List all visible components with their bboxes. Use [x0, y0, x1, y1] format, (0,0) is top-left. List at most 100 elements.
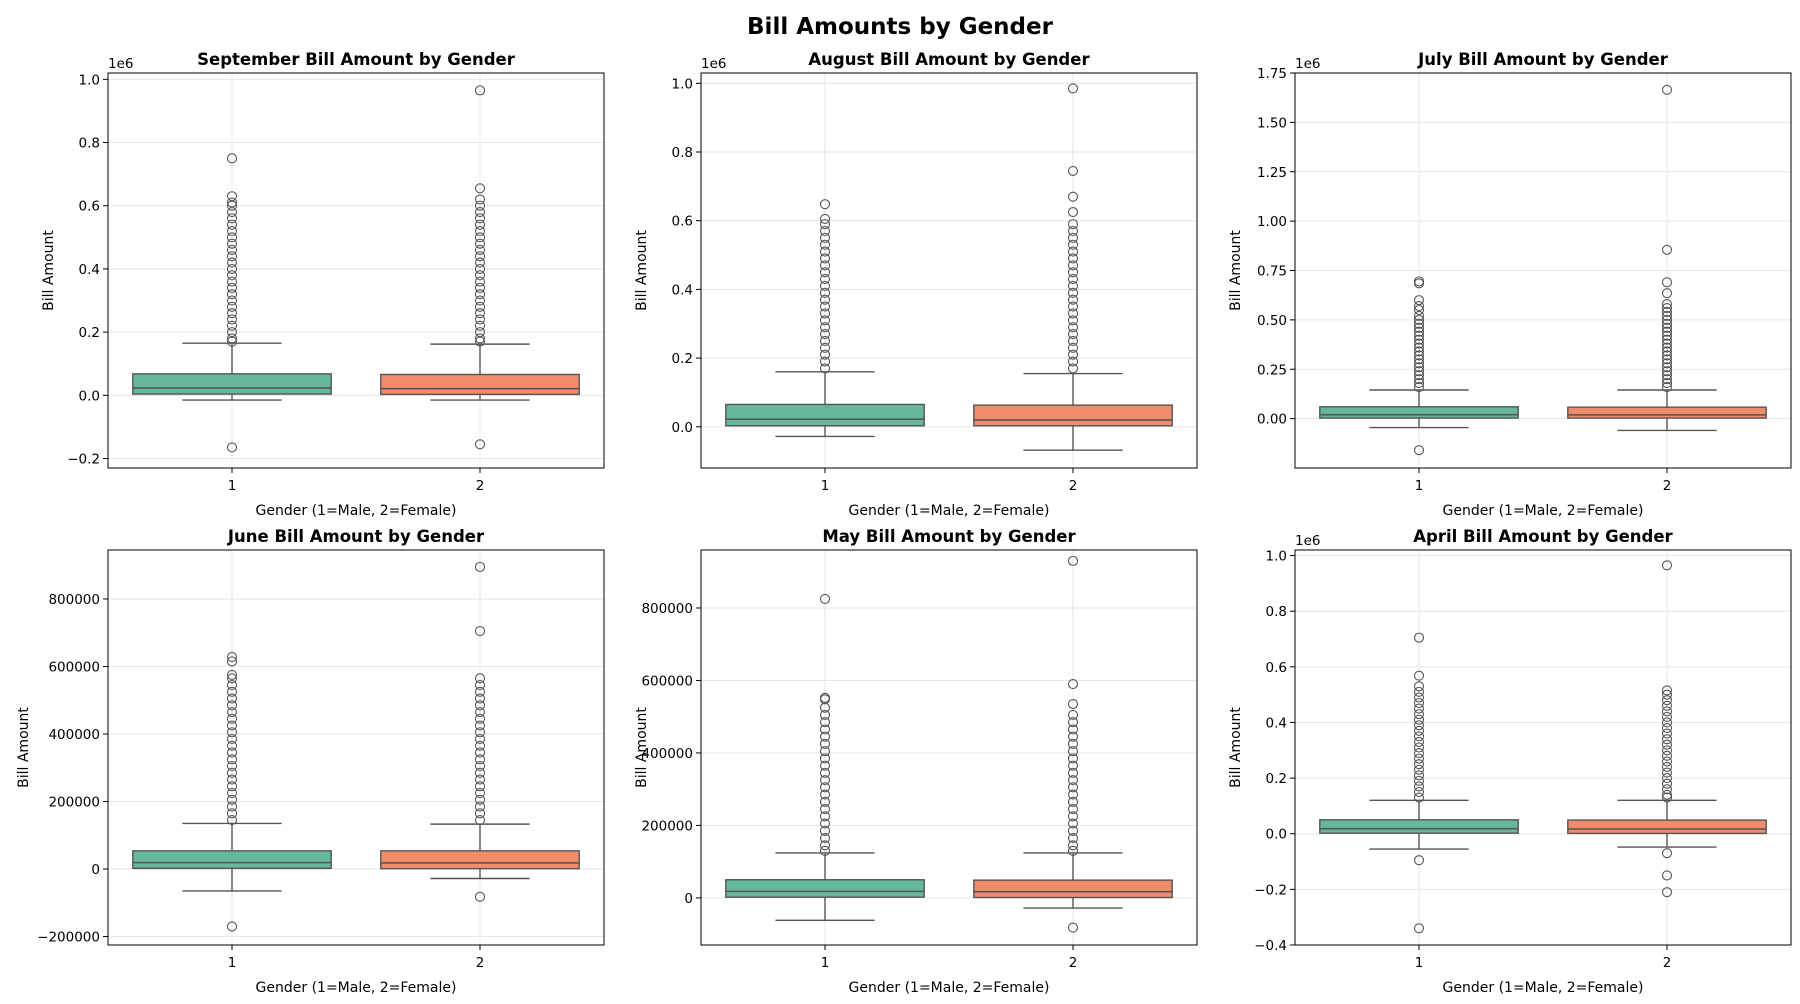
outlier-point [1413, 354, 1425, 365]
offset-text: 1e6 [1295, 56, 1320, 72]
y-tick-label: 0.6 [79, 199, 100, 215]
outlier-point [474, 801, 486, 812]
outlier-point [226, 788, 238, 799]
y-axis-label: Bill Amount [634, 230, 650, 311]
outlier-point [819, 724, 831, 735]
y-tick-label: 0.8 [79, 136, 100, 152]
outlier-point [1661, 334, 1673, 345]
y-tick-label: 0.2 [672, 351, 693, 367]
y-tick-label: 0.6 [672, 214, 693, 230]
outlier-point [1067, 349, 1079, 360]
outlier-point [1661, 700, 1673, 711]
outlier-point [1661, 84, 1673, 95]
outlier-point [1661, 299, 1673, 310]
outlier-point [226, 700, 238, 711]
box-group-1 [132, 651, 332, 932]
outlier-point [819, 363, 831, 374]
outlier-point [1067, 789, 1079, 800]
outlier-point [1067, 811, 1079, 822]
outlier-point [1413, 295, 1425, 306]
outlier-point [1413, 703, 1425, 714]
outlier-point [226, 747, 238, 758]
outlier-point [474, 679, 486, 691]
outlier-point [474, 439, 486, 450]
outlier-point [1067, 322, 1079, 333]
axes-frame [700, 72, 1198, 469]
outlier-point [1661, 739, 1673, 750]
outlier-point [1413, 792, 1425, 803]
outlier-point [1661, 756, 1673, 767]
y-tick-label: 0.8 [1266, 604, 1287, 620]
subplot-5: 0 200000 400000 600000 800000 1 2 May Bill Amou… [634, 527, 1198, 996]
outlier-point [1067, 219, 1079, 230]
outlier-point [226, 651, 238, 663]
outlier-point [226, 815, 238, 826]
y-tick-label: 1.75 [1257, 66, 1287, 82]
y-tick-label: 0.4 [1266, 715, 1287, 731]
outlier-point [226, 713, 238, 724]
box-group-2 [973, 555, 1173, 933]
y-tick-label: 0.2 [1266, 771, 1287, 787]
outlier-point [1661, 848, 1673, 859]
outlier-point [226, 673, 238, 684]
x-axis-label: Gender (1=Male, 2=Female) [849, 980, 1050, 996]
y-tick-label: 200000 [48, 795, 100, 811]
subplot-4: −200000 0 200000 400000 600000 800000 1 2 June B… [16, 527, 605, 996]
x-axis-label: Gender (1=Male, 2=Female) [256, 503, 457, 519]
outlier-point [474, 788, 486, 799]
y-tick-label: 1.0 [1266, 549, 1287, 565]
outlier-point [226, 200, 238, 211]
outlier-point [819, 825, 831, 836]
x-axis-label: Gender (1=Male, 2=Female) [256, 980, 457, 996]
outlier-point [1413, 334, 1425, 345]
y-axis-label: Bill Amount [634, 707, 650, 788]
outlier-point [226, 232, 238, 243]
outlier-point [226, 295, 238, 306]
outlier-point [1413, 855, 1425, 866]
box-group-1 [725, 593, 925, 922]
y-tick-label: 1.00 [1257, 214, 1287, 230]
offset-text: 1e6 [701, 56, 726, 72]
outlier-point [226, 442, 238, 453]
outlier-point [1067, 342, 1079, 353]
outlier-point [1413, 304, 1425, 316]
outlier-point [226, 767, 238, 778]
outlier-point [819, 775, 831, 786]
outlier-point [1067, 225, 1079, 237]
outlier-point [1067, 698, 1079, 710]
outlier-point [1067, 767, 1079, 778]
outlier-point [1661, 750, 1673, 761]
outlier-point [226, 244, 238, 256]
outlier-point [1661, 322, 1673, 333]
outlier-point [226, 774, 238, 785]
outlier-point [1067, 267, 1079, 278]
offset-text: 1e6 [108, 56, 133, 72]
y-tick-label: 400000 [641, 746, 693, 762]
outlier-point [1413, 381, 1425, 393]
outlier-point [1067, 356, 1079, 367]
outlier-point [1661, 362, 1673, 373]
figure-title: Bill Amounts by Gender [747, 14, 1053, 40]
outlier-point [474, 320, 486, 331]
outlier-point [819, 322, 831, 333]
outlier-point [226, 693, 238, 704]
outlier-point [1413, 318, 1425, 329]
outlier-point [1661, 689, 1673, 700]
outlier-point [226, 282, 238, 293]
box-group-1 [1319, 632, 1519, 934]
outlier-point [819, 213, 831, 225]
outlier-point [1413, 670, 1425, 681]
outlier-point [474, 761, 486, 772]
outlier-point [1661, 722, 1673, 734]
outlier-point [474, 232, 486, 243]
outlier-point [474, 686, 486, 697]
y-tick-label: 0.8 [672, 145, 693, 161]
outlier-point [1661, 354, 1673, 365]
outlier-point [1661, 745, 1673, 756]
box-iqr [132, 373, 332, 395]
y-tick-label: 400000 [48, 727, 100, 743]
outlier-point [474, 276, 486, 287]
outlier-point [1661, 887, 1673, 898]
outlier-point [226, 740, 238, 751]
outlier-point [1661, 773, 1673, 784]
